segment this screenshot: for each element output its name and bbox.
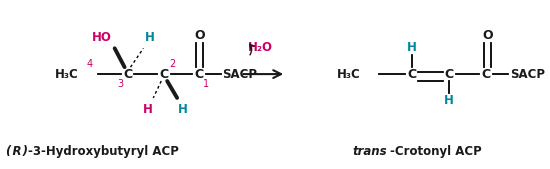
Text: C: C — [123, 68, 132, 81]
Text: C: C — [482, 68, 491, 81]
Text: H₃C: H₃C — [55, 68, 79, 81]
Text: HO: HO — [92, 31, 112, 44]
Text: H: H — [444, 94, 454, 107]
Text: H: H — [407, 41, 417, 54]
Text: O: O — [482, 29, 493, 42]
Text: 3: 3 — [118, 79, 124, 89]
Text: H₂O: H₂O — [248, 41, 273, 54]
Text: H: H — [145, 31, 155, 44]
Text: -Crotonyl ACP: -Crotonyl ACP — [390, 145, 482, 158]
Text: -3-Hydroxybutyryl ACP: -3-Hydroxybutyryl ACP — [29, 145, 179, 158]
Text: trans: trans — [353, 145, 387, 158]
Text: 4: 4 — [87, 59, 93, 69]
Text: H: H — [178, 103, 188, 116]
Text: C: C — [444, 68, 453, 81]
Text: ( R ): ( R ) — [6, 145, 28, 158]
Text: 1: 1 — [204, 79, 210, 89]
Text: H₃C: H₃C — [337, 68, 360, 81]
Text: C: C — [160, 68, 169, 81]
Text: SACP: SACP — [510, 68, 546, 81]
Text: 2: 2 — [169, 59, 175, 69]
Text: O: O — [195, 29, 205, 42]
Text: C: C — [408, 68, 416, 81]
Text: C: C — [194, 68, 204, 81]
Text: SACP: SACP — [222, 68, 257, 81]
Text: H: H — [142, 103, 152, 116]
